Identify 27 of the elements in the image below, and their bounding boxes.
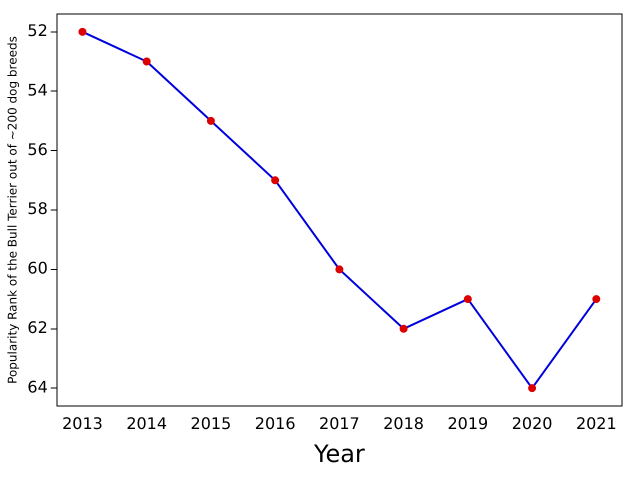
x-tick-label: 2018 <box>383 414 424 433</box>
x-tick-label: 2017 <box>319 414 360 433</box>
point <box>400 324 408 333</box>
point <box>78 28 86 36</box>
y-tick-label: 54 <box>27 80 48 100</box>
x-tick-label: 2015 <box>190 414 232 433</box>
point <box>206 116 215 125</box>
x-tick-label: 2020 <box>512 414 552 433</box>
point <box>592 295 600 304</box>
y-tick-label: 62 <box>27 318 48 337</box>
point <box>142 58 151 66</box>
y-tick-label: 64 <box>27 377 48 396</box>
x-tick-label: 2013 <box>62 414 103 433</box>
x-tick-label: 2019 <box>447 414 488 433</box>
x-axis-title: Year <box>312 440 365 468</box>
x-tick-label: 2014 <box>126 414 168 433</box>
y-tick-label: 52 <box>27 20 48 40</box>
x-tick-label: 2021 <box>576 414 617 433</box>
y-tick-label: 58 <box>27 199 48 218</box>
y-tick-label: 56 <box>27 140 48 159</box>
y-axis-title: Popularity Rank of the Bull Terrier out of ~200 dog breeds <box>5 36 20 384</box>
point <box>271 176 280 184</box>
x-tick-label: 2016 <box>254 414 296 433</box>
point <box>335 265 344 274</box>
y-tick-label: 60 <box>27 258 48 278</box>
point <box>464 295 472 304</box>
point <box>528 384 536 392</box>
